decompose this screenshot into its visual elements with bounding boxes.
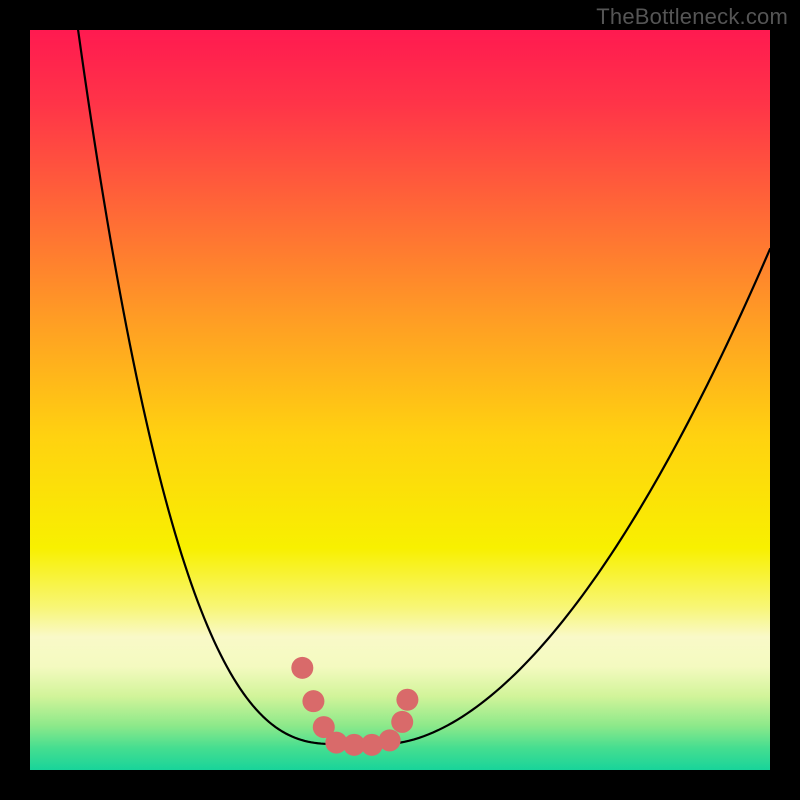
watermark-text: TheBottleneck.com bbox=[596, 4, 788, 30]
trough-marker bbox=[302, 690, 324, 712]
trough-marker bbox=[391, 711, 413, 733]
trough-marker bbox=[396, 689, 418, 711]
trough-marker bbox=[379, 729, 401, 751]
chart-frame: TheBottleneck.com bbox=[0, 0, 800, 800]
plot-area bbox=[30, 30, 770, 770]
bottleneck-curve-chart bbox=[30, 30, 770, 770]
trough-marker bbox=[291, 657, 313, 679]
